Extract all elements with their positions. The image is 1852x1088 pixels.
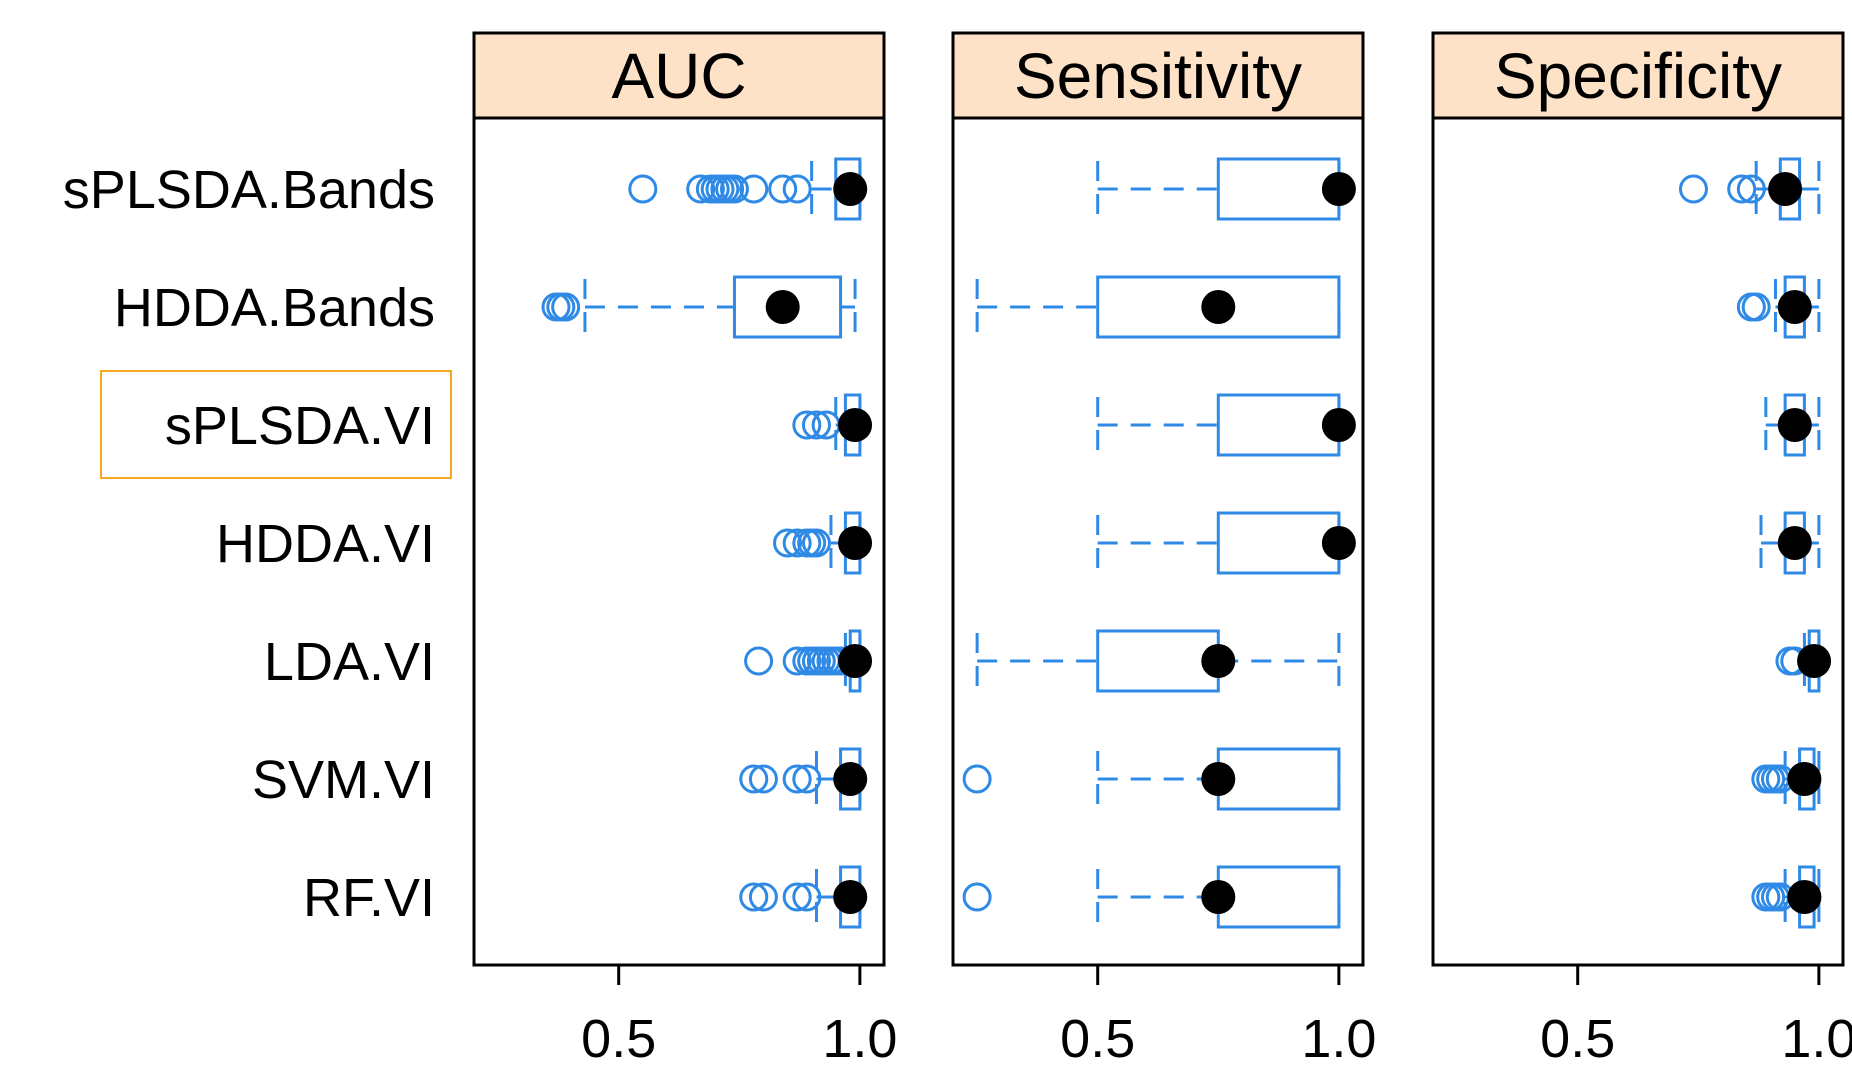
panel-title-specificity: Specificity xyxy=(1494,40,1782,112)
row-label-hdda-vi: HDDA.VI xyxy=(216,514,435,574)
box-sensitivity-svm-vi xyxy=(1216,747,1341,811)
x-tick-label-sensitivity-0: 0.5 xyxy=(1060,1009,1135,1069)
panel-title-auc: AUC xyxy=(611,40,746,112)
strip-sensitivity xyxy=(951,31,1365,120)
box-sensitivity-hdda-vi xyxy=(1216,511,1341,575)
median-specificity-splsda-vi xyxy=(1777,408,1812,442)
outlier-auc-lda-vi-1 xyxy=(782,646,812,676)
panel-title-sensitivity: Sensitivity xyxy=(1014,40,1302,112)
outlier-auc-svm-vi-2 xyxy=(782,764,812,794)
median-sensitivity-splsda-vi xyxy=(1321,408,1356,442)
median-sensitivity-hdda-bands xyxy=(1201,290,1236,324)
median-auc-rf-vi xyxy=(833,880,868,914)
median-sensitivity-lda-vi xyxy=(1201,644,1236,678)
row-label-rf-vi: RF.VI xyxy=(303,868,435,928)
box-sensitivity-splsda-vi xyxy=(1216,393,1341,457)
outlier-auc-lda-vi-0 xyxy=(744,646,774,676)
outlier-auc-rf-vi-1 xyxy=(748,882,778,912)
median-auc-hdda-bands xyxy=(765,290,800,324)
outlier-auc-rf-vi-3 xyxy=(792,882,822,912)
outlier-auc-splsda-bands-9 xyxy=(768,174,798,204)
highlight-box xyxy=(100,370,452,479)
outlier-auc-splsda-vi-1 xyxy=(801,410,831,440)
x-tick-label-auc-1: 1.0 xyxy=(822,1009,897,1069)
median-sensitivity-splsda-bands xyxy=(1321,172,1356,206)
outlier-specificity-splsda-bands-2 xyxy=(1736,174,1766,204)
outlier-auc-splsda-bands-8 xyxy=(739,174,769,204)
median-auc-lda-vi xyxy=(838,644,873,678)
outlier-auc-splsda-bands-7 xyxy=(719,174,749,204)
median-specificity-lda-vi xyxy=(1797,644,1832,678)
outlier-sensitivity-svm-vi-0 xyxy=(962,764,992,794)
outlier-auc-svm-vi-3 xyxy=(792,764,822,794)
outlier-auc-splsda-bands-0 xyxy=(628,174,658,204)
median-specificity-splsda-bands xyxy=(1768,172,1803,206)
outlier-auc-hdda-vi-1 xyxy=(782,528,812,558)
x-tick-label-sensitivity-1: 1.0 xyxy=(1301,1009,1376,1069)
median-auc-splsda-vi xyxy=(838,408,873,442)
outlier-specificity-splsda-bands-1 xyxy=(1727,174,1757,204)
panel-frame-sensitivity xyxy=(951,116,1365,967)
row-label-lda-vi: LDA.VI xyxy=(264,632,435,692)
outlier-auc-rf-vi-0 xyxy=(739,882,769,912)
outlier-auc-splsda-bands-10 xyxy=(782,174,812,204)
x-tick-label-auc-0: 0.5 xyxy=(581,1009,656,1069)
outlier-auc-rf-vi-2 xyxy=(782,882,812,912)
median-auc-svm-vi xyxy=(833,762,868,796)
outlier-auc-hdda-bands-2 xyxy=(551,292,581,322)
outlier-auc-svm-vi-0 xyxy=(739,764,769,794)
median-sensitivity-hdda-vi xyxy=(1321,526,1356,560)
box-sensitivity-splsda-bands xyxy=(1216,157,1341,221)
outlier-auc-splsda-vi-0 xyxy=(792,410,822,440)
box-sensitivity-lda-vi xyxy=(1096,629,1220,693)
outlier-specificity-hdda-bands-1 xyxy=(1741,292,1771,322)
outlier-auc-svm-vi-1 xyxy=(748,764,778,794)
median-specificity-svm-vi xyxy=(1787,762,1822,796)
median-sensitivity-rf-vi xyxy=(1201,880,1236,914)
row-label-splsda-vi: sPLSDA.VI xyxy=(165,396,435,456)
x-tick-label-specificity-1: 1.0 xyxy=(1781,1009,1852,1069)
outlier-auc-splsda-bands-1 xyxy=(686,174,716,204)
outlier-auc-hdda-vi-4 xyxy=(801,528,831,558)
median-specificity-hdda-bands xyxy=(1777,290,1812,324)
panel-frame-auc xyxy=(472,116,886,967)
row-label-svm-vi: SVM.VI xyxy=(252,750,435,810)
outlier-sensitivity-rf-vi-0 xyxy=(962,882,992,912)
median-specificity-rf-vi xyxy=(1787,880,1822,914)
median-sensitivity-svm-vi xyxy=(1201,762,1236,796)
x-tick-label-specificity-0: 0.5 xyxy=(1540,1009,1615,1069)
row-label-hdda-bands: HDDA.Bands xyxy=(114,278,435,338)
panel-frame-specificity xyxy=(1431,116,1845,967)
box-sensitivity-rf-vi xyxy=(1216,865,1341,929)
row-label-splsda-bands: sPLSDA.Bands xyxy=(63,160,435,220)
outlier-specificity-splsda-bands-0 xyxy=(1678,174,1708,204)
median-auc-hdda-vi xyxy=(838,526,873,560)
median-specificity-hdda-vi xyxy=(1777,526,1812,560)
outlier-auc-hdda-vi-0 xyxy=(773,528,803,558)
median-auc-splsda-bands xyxy=(833,172,868,206)
